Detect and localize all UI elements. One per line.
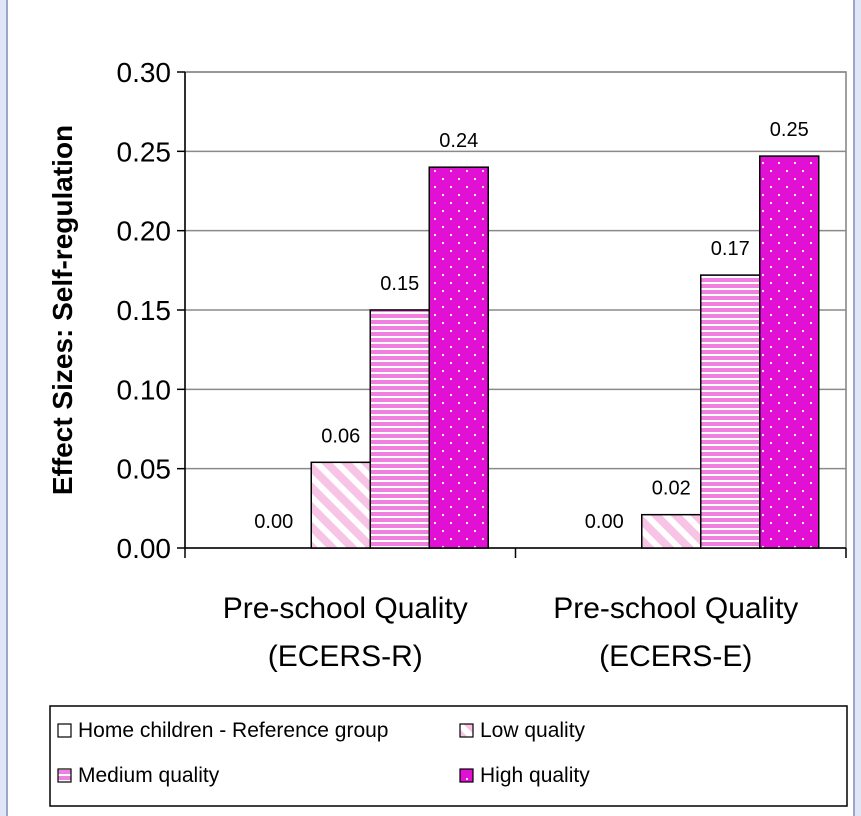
data-label: 0.02 <box>652 478 691 500</box>
bar <box>310 461 371 549</box>
bar <box>369 309 430 549</box>
bar <box>759 155 820 549</box>
bar <box>641 513 702 549</box>
data-label: 0.15 <box>380 273 419 295</box>
legend-entry: Low quality <box>480 719 586 742</box>
bar <box>428 166 489 549</box>
y-tick-label: 0.20 <box>117 216 172 247</box>
data-label: 0.00 <box>254 511 293 533</box>
chart-frame: 0.00 0.05 0.10 0.15 0.20 0.25 0.30 0.00 0.06 0.1… <box>6 0 855 816</box>
data-label: 0.00 <box>585 511 624 533</box>
data-label: 0.06 <box>321 425 360 447</box>
legend-box <box>49 705 848 807</box>
y-tick-label: 0.30 <box>117 57 172 88</box>
bar-chart: 0.00 0.05 0.10 0.15 0.20 0.25 0.30 0.00 0.06 0.1… <box>47 57 848 807</box>
category-label: (ECERS-R) <box>268 640 423 673</box>
y-tick-label: 0.10 <box>117 374 172 405</box>
legend-swatch <box>459 723 474 738</box>
y-tick-label: 0.00 <box>117 533 172 564</box>
legend-entry: High quality <box>480 764 590 787</box>
y-tick-label: 0.15 <box>117 295 172 326</box>
y-tick-label: 0.25 <box>117 136 172 167</box>
legend-entry: Home children - Reference group <box>78 719 389 742</box>
category-label: (ECERS-E) <box>599 640 752 673</box>
legend-entry: Medium quality <box>78 764 220 787</box>
category-label: Pre-school Quality <box>553 592 798 625</box>
y-axis-label: Effect Sizes: Self-regulation <box>47 125 78 495</box>
legend-swatch <box>57 768 72 783</box>
y-tick-label: 0.05 <box>117 454 172 485</box>
category-label: Pre-school Quality <box>223 592 468 625</box>
legend-swatch <box>57 723 72 738</box>
data-label: 0.17 <box>711 238 750 260</box>
legend-swatch <box>459 768 474 783</box>
bar <box>700 274 761 549</box>
data-label: 0.25 <box>770 119 809 141</box>
data-label: 0.24 <box>439 130 478 152</box>
